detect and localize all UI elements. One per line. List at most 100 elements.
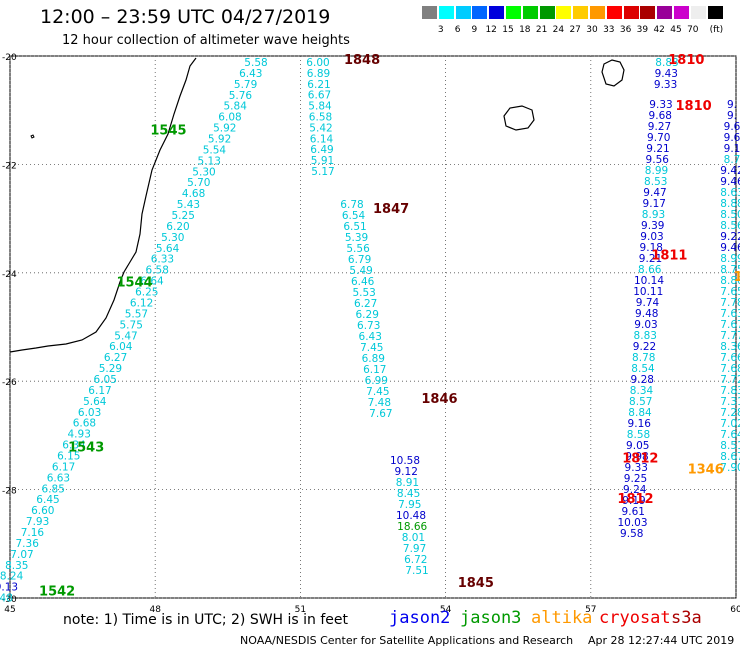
wave-height-value: 8.34	[630, 385, 654, 397]
wave-height-value: 4.93	[68, 429, 91, 441]
wave-height-value: 9.39	[641, 220, 664, 232]
legend-unit: (ft)	[709, 25, 724, 35]
wave-height-value: 6.99	[365, 375, 388, 387]
satellite-cryosat: cryosat	[599, 608, 671, 628]
wave-height-value: 8.83	[634, 330, 657, 342]
wave-height-value: 7.07	[10, 549, 33, 561]
legend-swatch	[422, 6, 437, 19]
wave-height-value: 5.57	[125, 308, 148, 320]
wave-height-value: 9.42	[720, 165, 740, 177]
wave-height-value: 8.48	[0, 593, 13, 605]
wave-height-value: 8.83	[655, 57, 678, 69]
legend-swatch	[606, 6, 622, 19]
legend-swatch	[573, 6, 589, 19]
wave-height-value: 8.57	[629, 396, 652, 408]
wave-height-value: 8.78	[632, 352, 655, 364]
wave-height-value: 8.36	[720, 341, 740, 353]
wave-height-value: 5.53	[352, 287, 375, 299]
pass-time: 1811	[651, 248, 687, 263]
wave-height-value: 5.43	[177, 199, 200, 211]
wave-height-value: 6.58	[309, 112, 332, 124]
wave-height-value: 6.20	[166, 221, 189, 233]
credit-line: NOAA/NESDIS Center for Satellite Applica…	[240, 634, 574, 647]
lat-tick-label: -22	[2, 161, 17, 171]
wave-height-value: 5.79	[234, 79, 257, 91]
pass-time: 1543	[68, 441, 104, 456]
lat-tick-label: -28	[2, 487, 17, 497]
altimeter-tracks: 5.586.435.795.765.846.085.925.925.545.13…	[0, 57, 740, 605]
wave-height-value: 7.67	[369, 408, 392, 420]
wave-height-value: 8.01	[402, 532, 425, 544]
wave-height-value: 10.14	[634, 275, 664, 287]
wave-height-value: 7.65	[720, 286, 740, 298]
wave-height-value: 8.58	[627, 429, 650, 441]
wave-height-value: 8.91	[396, 477, 419, 489]
legend-label: 45	[670, 25, 682, 35]
legend-swatch	[556, 6, 572, 19]
wave-height-value: 6.14	[310, 133, 334, 145]
wave-height-value: 6.54	[342, 210, 366, 222]
wave-height-value: 9.17	[643, 198, 666, 210]
wave-height-value: 9.13	[0, 582, 18, 594]
pass-time: 1810	[668, 53, 704, 68]
lon-tick-label: 48	[149, 605, 161, 615]
wave-height-value: 6.89	[362, 353, 385, 365]
wave-height-value: 6.67	[308, 90, 331, 102]
legend-label: 42	[653, 25, 665, 35]
wave-height-value: 9.03	[634, 319, 657, 331]
wave-height-value: 9.19	[622, 495, 645, 507]
wave-height-value: 9.68	[649, 110, 672, 122]
wave-height-value: 8.45	[397, 488, 420, 500]
wave-height-value: 5.47	[114, 330, 137, 342]
wave-height-value: 6.73	[357, 320, 380, 332]
wave-height-value: 5.25	[172, 210, 195, 222]
wave-height-value: 6.17	[52, 461, 75, 473]
legend-label: 39	[636, 25, 649, 35]
wave-height-value: 9.98	[625, 451, 648, 463]
wave-height-value: 6.15	[57, 450, 80, 462]
wave-height-value: 5.76	[229, 90, 253, 102]
pass-time: 1812	[617, 492, 653, 507]
wave-height-value: 7.93	[26, 516, 49, 528]
wave-height-value: 6.17	[363, 364, 386, 376]
wave-height-value: 6.64	[140, 276, 164, 288]
lon-tick-label: 57	[585, 605, 596, 615]
satellite-jason2: jason2	[389, 608, 451, 628]
wave-height-value: 6.46	[351, 276, 375, 288]
wave-height-value: 9.70	[647, 132, 670, 144]
legend-swatch	[623, 6, 639, 19]
wave-height-value: 7.78	[720, 297, 740, 309]
wave-height-value: 6.21	[307, 79, 330, 91]
wave-height-value: 6.79	[348, 254, 371, 266]
wave-height-value: 5.54	[203, 144, 227, 156]
wave-height-value: 5.84	[224, 101, 248, 113]
wave-height-value: 5.39	[345, 232, 368, 244]
lat-tick-label: -24	[2, 270, 17, 280]
wave-height-value: 8.66	[638, 264, 662, 276]
wave-height-value: 9.22	[633, 341, 656, 353]
wave-height-value: 8.53	[644, 176, 667, 188]
wave-height-value: 9.03	[640, 231, 663, 243]
lat-tick-label: -20	[2, 53, 17, 63]
madagascar-coast	[9, 57, 197, 353]
wave-height-value: 9.47	[643, 187, 666, 199]
legend-label: 70	[687, 25, 699, 35]
lon-tick-label: 51	[295, 605, 306, 615]
wave-height-value: 7.90	[720, 462, 740, 474]
legend-swatch	[472, 6, 488, 19]
wave-height-value: 7.77	[720, 330, 740, 342]
wave-height-value: 9.22	[720, 231, 740, 243]
wave-height-value: 9.25	[624, 473, 647, 485]
wave-height-value: 8.67	[720, 451, 740, 463]
wave-height-value: 6.05	[94, 374, 117, 386]
legend-swatch	[690, 6, 706, 19]
wave-height-value: 10.48	[396, 510, 426, 522]
wave-height-value: 6.45	[36, 494, 59, 506]
legend-label: 9	[471, 25, 478, 35]
wave-height-value: 7.67	[720, 319, 740, 331]
wave-height-value: 6.03	[78, 407, 101, 419]
wave-height-value: 7.51	[405, 565, 428, 577]
pass-time: 1810	[676, 99, 712, 114]
wave-height-value: 6.72	[404, 554, 427, 566]
pass-time: 1	[734, 270, 740, 285]
